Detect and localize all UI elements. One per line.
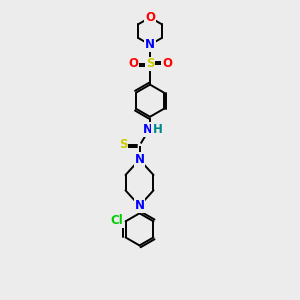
- Text: N: N: [145, 38, 155, 51]
- Text: O: O: [128, 58, 138, 70]
- Text: S: S: [146, 58, 154, 70]
- Text: Cl: Cl: [110, 214, 123, 227]
- Text: O: O: [162, 58, 172, 70]
- Text: S: S: [119, 138, 128, 151]
- Text: N: N: [134, 153, 145, 166]
- Text: N: N: [143, 123, 153, 136]
- Text: H: H: [152, 123, 162, 136]
- Text: O: O: [145, 11, 155, 24]
- Text: N: N: [134, 199, 145, 212]
